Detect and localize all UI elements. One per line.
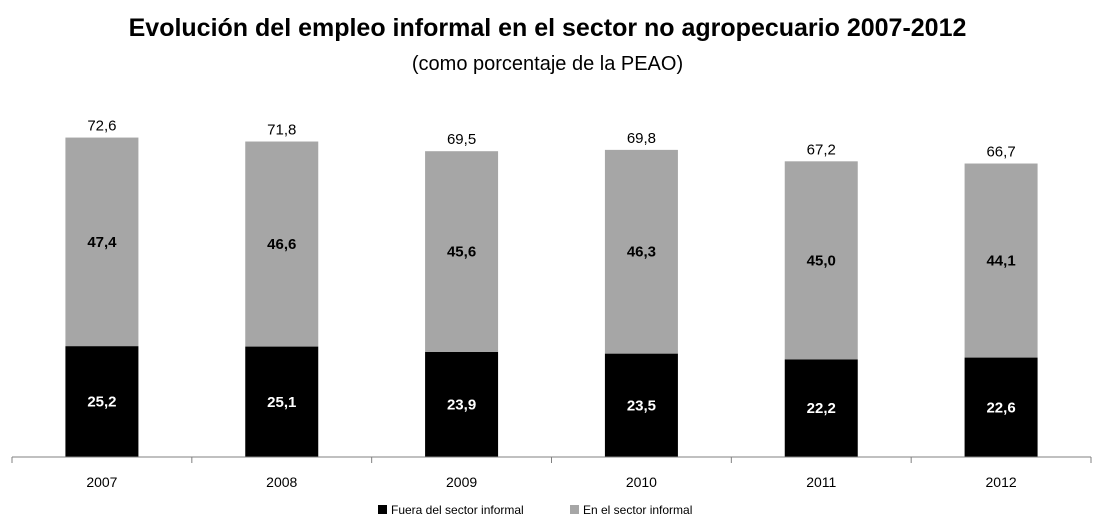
total-label: 69,8: [627, 130, 656, 147]
total-label: 66,7: [986, 144, 1015, 161]
bar-segment: [784, 359, 858, 457]
x-tick-label: 2007: [86, 474, 117, 490]
legend-swatch: [378, 505, 387, 514]
bar-segment: [964, 357, 1038, 457]
data-label: 44,1: [986, 253, 1015, 270]
total-label: 69,5: [447, 131, 476, 148]
bar-segment: [65, 346, 139, 457]
bar-segment: [65, 137, 139, 347]
total-label: 67,2: [807, 141, 836, 158]
bar-segment: [245, 346, 319, 457]
chart-title: Evolución del empleo informal en el sect…: [128, 14, 967, 42]
bar-segment: [604, 353, 678, 457]
bar-segment: [604, 149, 678, 354]
x-tick-label: 2012: [986, 474, 1017, 490]
data-label: 23,5: [627, 397, 656, 414]
total-label: 72,6: [87, 118, 116, 135]
chart-subtitle: (como porcentaje de la PEAO): [411, 53, 684, 75]
x-tick-label: 2011: [806, 474, 836, 490]
legend-label: En el sector informal: [583, 503, 692, 517]
bar-segment: [784, 161, 858, 360]
bar-segment: [245, 141, 319, 347]
data-label: 25,1: [267, 394, 296, 411]
legend-swatch: [570, 505, 579, 514]
data-label: 46,3: [627, 244, 656, 261]
bar-segment: [425, 151, 499, 352]
data-label: 22,2: [807, 400, 836, 417]
data-label: 46,6: [267, 236, 296, 253]
data-label: 47,4: [87, 234, 117, 251]
x-tick-label: 2009: [446, 474, 477, 490]
data-label: 45,0: [807, 252, 836, 269]
bar-segment: [964, 163, 1038, 358]
total-label: 71,8: [267, 122, 296, 139]
data-label: 45,6: [447, 244, 476, 261]
data-label: 22,6: [986, 399, 1015, 416]
x-tick-label: 2008: [266, 474, 297, 490]
x-tick-label: 2010: [626, 474, 657, 490]
bar-segment: [425, 351, 499, 457]
legend-label: Fuera del sector informal: [391, 503, 524, 517]
data-label: 25,2: [87, 394, 116, 411]
data-label: 23,9: [447, 396, 476, 413]
